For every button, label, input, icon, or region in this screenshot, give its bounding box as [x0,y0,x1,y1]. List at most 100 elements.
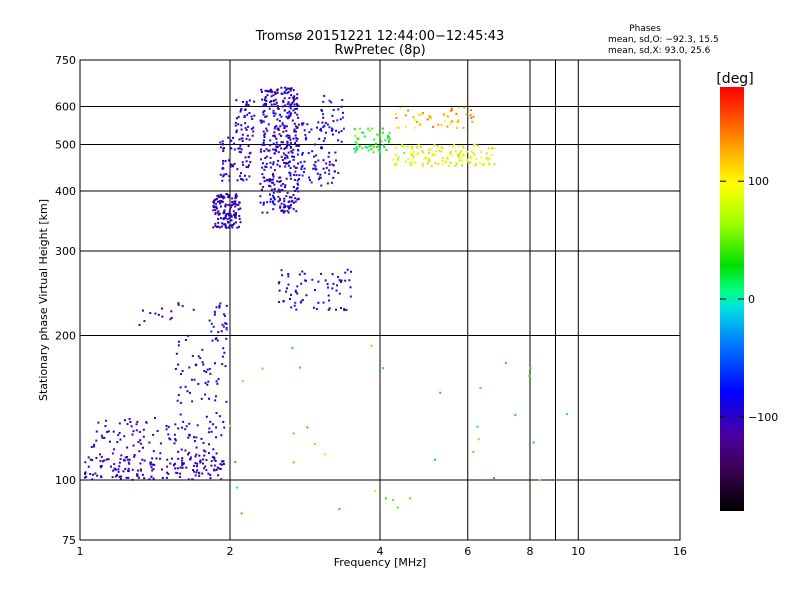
echo-point [282,130,285,133]
echo-point [153,463,156,466]
echo-point [191,478,194,481]
echo-point [288,144,291,147]
echo-point [260,91,263,94]
echo-point [119,458,122,461]
echo-point [292,432,295,435]
echo-point [287,115,290,118]
echo-point [284,156,287,159]
echo-point [104,419,107,422]
x-tick-label: 8 [527,545,534,558]
echo-point [201,472,204,475]
echo-point [222,347,225,350]
echo-point [317,280,320,283]
echo-point [133,454,136,457]
echo-point [394,162,397,165]
echo-point [100,464,103,467]
echo-point [300,166,303,169]
colorbar-tick-label: −100 [748,411,778,424]
echo-point [303,167,306,170]
echo-point [233,162,236,165]
echo-point [450,120,453,123]
echo-point [287,116,290,119]
echo-point [328,172,331,175]
echo-point [219,205,222,208]
echo-point [269,166,272,169]
echo-point [246,113,249,116]
echo-point [119,438,122,441]
echo-point [130,425,133,428]
echo-point [169,318,172,321]
echo-point [165,424,168,427]
echo-point [216,207,219,210]
echo-point [275,148,278,151]
y-tick-label: 75 [62,534,76,547]
echo-point [244,122,247,125]
echo-point [306,123,309,126]
echo-point [214,460,217,463]
echo-point [148,478,151,481]
echo-point [266,89,269,92]
echo-point [428,148,431,151]
echo-point [179,413,182,416]
echo-point [231,226,234,229]
echo-point [340,307,343,310]
echo-point [377,145,380,148]
echo-point [286,103,289,106]
echo-point [290,103,293,106]
echo-point [284,184,287,187]
echo-point [281,141,284,144]
echo-point [247,125,250,128]
echo-point [231,200,234,203]
echo-point [222,212,225,215]
echo-point [160,468,163,471]
echo-point [297,178,300,181]
echo-point [224,365,227,368]
echo-point [437,163,440,166]
echo-point [261,143,264,146]
echo-point [238,138,241,141]
echo-point [470,155,473,158]
echo-point [294,111,297,114]
echo-point [286,156,289,159]
echo-point [215,337,218,340]
echo-point [241,161,244,164]
echo-point [212,209,215,212]
echo-point [263,102,266,105]
echo-point [386,136,389,139]
echo-point [169,462,172,465]
echo-point [402,145,405,148]
echo-point [326,182,329,185]
echo-point [335,129,338,132]
echo-point [417,144,420,147]
echo-point [292,109,295,112]
echo-point [274,135,277,138]
echo-point [184,449,187,452]
echo-point [474,143,477,146]
echo-point [117,434,120,437]
echo-point [444,120,447,123]
echo-point [195,436,198,439]
echo-point [209,372,212,375]
echo-point [308,131,311,134]
echo-point [219,302,222,305]
echo-point [284,104,287,107]
echo-point [294,200,297,203]
echo-point [224,224,227,227]
echo-point [240,512,243,515]
echo-point [177,457,180,460]
echo-point [288,97,291,100]
echo-point [266,211,269,214]
echo-point [243,116,246,119]
echo-point [292,137,295,140]
echo-point [264,115,267,118]
echo-point [288,134,291,137]
echo-point [284,165,287,168]
echo-point [213,198,216,201]
echo-point [456,120,459,123]
echo-point [462,153,465,156]
echo-point [315,308,318,311]
echo-point [283,161,286,164]
echo-point [137,441,140,444]
echo-point [289,172,292,175]
echo-point [259,195,262,198]
